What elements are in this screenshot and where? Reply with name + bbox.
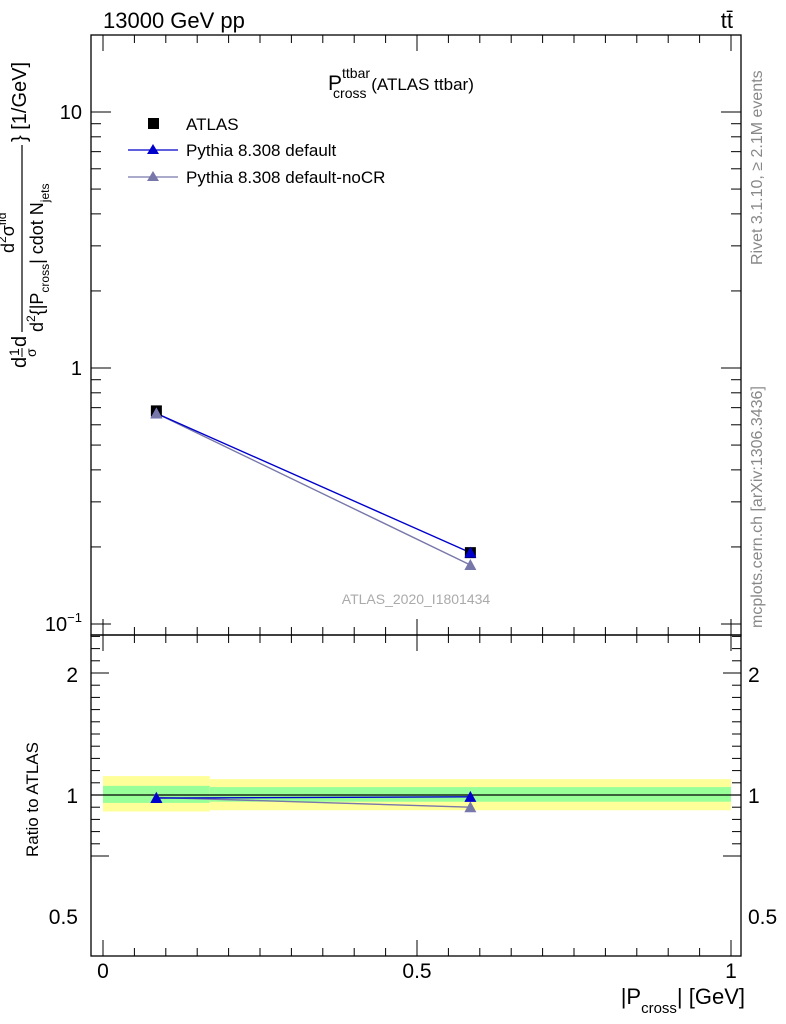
ratio-ytick-right-2: 2 (748, 664, 760, 687)
svg-text:d2{|Pcross| cdot Njets: d2{|Pcross| cdot Njets (24, 184, 52, 332)
ratio-default-marker (464, 790, 477, 802)
legend-item-nocr: Pythia 8.308 default-noCR (128, 168, 385, 187)
ratio-line-nocr (156, 796, 471, 808)
default-marker (464, 546, 477, 558)
svg-text:d: d (9, 357, 31, 368)
svg-text:d: d (9, 336, 31, 347)
nocr-marker (150, 407, 163, 419)
ratio-default-marker (150, 792, 163, 804)
legend-marker-atlas (148, 118, 159, 129)
x-axis-label: |Pcross| [GeV] (621, 984, 745, 1017)
legend: ATLAS Pythia 8.308 default Pythia 8.308 … (128, 115, 385, 187)
ratio-y-axis-label: Ratio to ATLAS (23, 742, 42, 857)
legend-label-nocr: Pythia 8.308 default-noCR (186, 168, 385, 187)
svg-text:d2σfid: d2σfid (0, 213, 18, 254)
ratio-frame (90, 634, 742, 957)
ratio-ytick-left-2: 2 (66, 664, 78, 687)
main-panel: 10−1 1 10 Pttbar cross (ATLAS ttbar) ATLAS … (0, 34, 742, 636)
ratio-ytick-right-05: 0.5 (748, 906, 777, 929)
ratio-nocr-marker (464, 801, 477, 813)
xtick-label-05: 0.5 (402, 960, 431, 983)
ratio-line-default (156, 796, 471, 799)
ratio-series-layer (150, 790, 477, 813)
legend-item-default: Pythia 8.308 default (128, 141, 337, 160)
analysis-watermark: ATLAS_2020_I1801434 (342, 591, 491, 607)
svg-text:} [1/GeV]: } [1/GeV] (9, 62, 31, 142)
nocr-marker (464, 559, 477, 571)
legend-item-atlas: ATLAS (148, 115, 239, 134)
mcplots-label: mcplots.cern.ch [arXiv:1306.3436] (749, 386, 766, 628)
legend-label-default: Pythia 8.308 default (186, 141, 337, 160)
ratio-panel: 2 1 0.5 2 1 0.5 0 0.5 1 Ratio to ATLAS |… (23, 634, 777, 1017)
series-line-nocr (156, 412, 471, 566)
series-line-default (156, 412, 471, 554)
main-y-axis-label: d 1 σ d d2σfid d2{|Pcross| cdot Njets } … (0, 62, 52, 368)
rivet-version-label: Rivet 3.1.10, ≥ 2.1M events (749, 70, 766, 265)
svg-text:σ: σ (23, 348, 39, 357)
main-series-layer (150, 405, 477, 571)
ratio-ytick-right-1: 1 (748, 785, 760, 808)
ratio-ytick-left-1: 1 (66, 785, 78, 808)
svg-text:1: 1 (6, 348, 22, 356)
xtick-label-1: 1 (725, 960, 737, 983)
main-axis-ticks (91, 35, 741, 635)
process-label: tt̄ (721, 8, 733, 33)
main-ytick-label: 1 (71, 358, 82, 380)
energy-label: 13000 GeV pp (103, 8, 245, 33)
main-ytick-label: 10 (60, 102, 82, 124)
main-y-tick-labels: 10−1 1 10 (45, 102, 82, 636)
ratio-axis-ticks (91, 635, 741, 956)
main-title: Pttbar cross (ATLAS ttbar) (328, 65, 474, 101)
legend-marker-nocr (147, 171, 159, 181)
xtick-label-0: 0 (97, 960, 109, 983)
ratio-ytick-left-05: 0.5 (49, 906, 78, 929)
legend-label-atlas: ATLAS (186, 115, 239, 134)
legend-marker-default (147, 144, 159, 154)
main-ytick-label: 10−1 (45, 610, 82, 636)
